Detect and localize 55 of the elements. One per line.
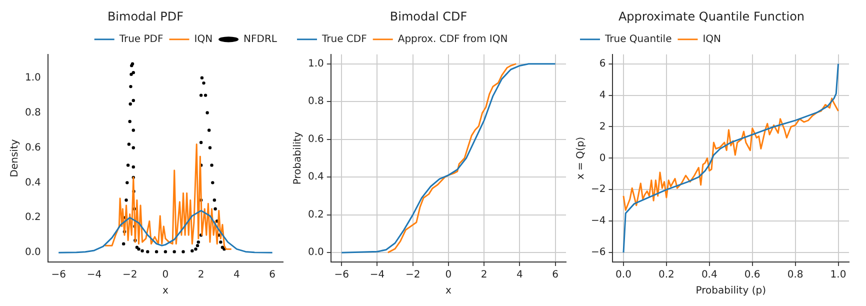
- y-tick-label: 0.4: [308, 172, 324, 183]
- x-tick-label: 1.0: [830, 270, 846, 281]
- chart-title: Approximate Quantile Function: [618, 9, 805, 24]
- y-tick-label: 0.8: [24, 107, 41, 118]
- y-tick-label: −6: [590, 247, 606, 258]
- x-tick-label: 0: [162, 270, 169, 281]
- y-axis-title: Probability: [292, 132, 304, 185]
- x-tick-label: 4: [516, 270, 523, 281]
- y-tick-label: 0: [599, 152, 606, 164]
- x-tick-label: 2: [480, 270, 488, 281]
- y-tick-label: −2: [590, 184, 606, 196]
- y-tick-label: 1.0: [308, 58, 324, 70]
- x-tick-label: 0.8: [787, 270, 804, 281]
- y-tick-label: 2: [599, 121, 606, 132]
- x-tick-label: 6: [552, 270, 558, 281]
- y-tick-label: 0.2: [24, 212, 41, 224]
- x-tick-label: −6: [51, 270, 66, 281]
- y-tick-label: 6: [599, 58, 606, 70]
- y-tick-label: 0.8: [308, 96, 324, 108]
- y-tick-label: 4: [599, 90, 606, 101]
- legend-label: IQN: [194, 34, 213, 45]
- x-tick-label: 0.6: [744, 270, 760, 281]
- x-tick-label: 0: [445, 270, 452, 281]
- chart-title: Bimodal PDF: [107, 9, 184, 24]
- x-axis-title: Probability (p): [696, 286, 766, 297]
- x-axis-title: x: [445, 286, 452, 297]
- legend-label: True Quantile: [604, 34, 672, 45]
- x-tick-label: 6: [269, 270, 276, 281]
- x-tick-label: 2: [198, 270, 204, 281]
- x-tick-label: −4: [86, 270, 102, 281]
- x-tick-label: −2: [122, 270, 138, 281]
- y-axis-title: x = Q(p): [576, 136, 587, 180]
- chart-title: Bimodal CDF: [390, 9, 468, 24]
- x-axis-title: x: [162, 286, 168, 297]
- y-tick-label: 0.6: [24, 142, 41, 154]
- legend-label: True PDF: [118, 34, 164, 45]
- x-tick-label: 0.4: [701, 270, 718, 281]
- y-tick-label: 0.2: [308, 209, 324, 220]
- x-tick-label: 0.2: [658, 270, 674, 281]
- y-axis-title: Density: [10, 139, 21, 178]
- x-tick-label: −6: [334, 270, 349, 281]
- x-tick-label: 4: [234, 270, 240, 281]
- legend-label: Approx. CDF from IQN: [398, 34, 508, 45]
- x-tick-label: 0.0: [616, 270, 632, 281]
- y-tick-label: 0.0: [308, 247, 324, 258]
- legend-label: True CDF: [321, 34, 368, 45]
- legend-label: IQN: [702, 34, 722, 45]
- y-tick-label: 0.4: [24, 177, 41, 188]
- x-tick-label: −4: [370, 270, 385, 281]
- x-tick-label: −2: [405, 270, 420, 281]
- y-tick-label: 0.6: [308, 134, 324, 145]
- y-tick-label: 1.0: [24, 72, 41, 84]
- legend-label: NFDRL: [244, 34, 278, 45]
- y-tick-label: −4: [590, 216, 606, 227]
- y-tick-label: 0.0: [24, 247, 41, 258]
